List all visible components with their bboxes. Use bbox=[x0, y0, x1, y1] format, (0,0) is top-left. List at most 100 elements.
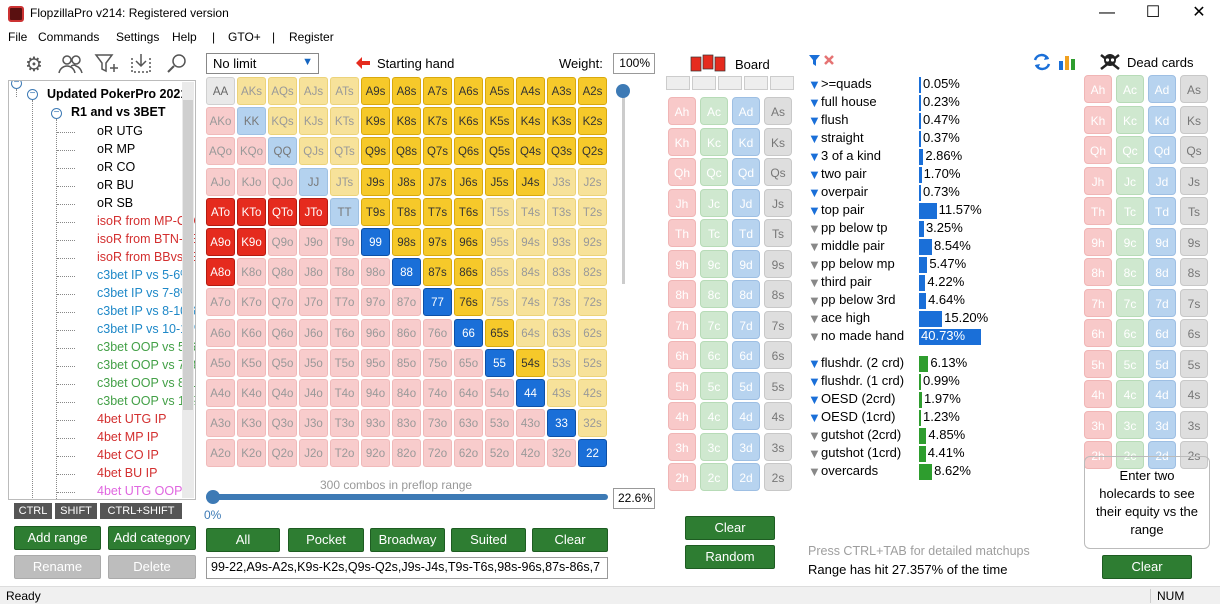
filter-icon[interactable]: ▼ bbox=[808, 113, 821, 128]
board-card[interactable]: Kd bbox=[732, 127, 760, 156]
hand-cell[interactable]: 93o bbox=[361, 409, 390, 438]
stat-row[interactable]: ▼ middle pair 8.54% bbox=[808, 238, 1008, 256]
hand-cell[interactable]: A9s bbox=[361, 77, 390, 105]
hand-cell[interactable]: A3s bbox=[547, 77, 576, 105]
tree-group-label[interactable]: R1 and vs 3BET bbox=[71, 105, 166, 119]
dead-card[interactable]: 5c bbox=[1116, 349, 1144, 378]
dead-clear-button[interactable]: Clear bbox=[1102, 555, 1192, 579]
hand-cell[interactable]: 65s bbox=[485, 318, 514, 347]
stat-row[interactable]: ▼ gutshot (2crd) 4.85% bbox=[808, 427, 1008, 445]
hand-cell[interactable]: QQ bbox=[268, 137, 297, 166]
hand-cell[interactable]: J3s bbox=[547, 167, 576, 196]
hand-cell[interactable]: 53o bbox=[485, 409, 514, 438]
hand-cell[interactable]: J2o bbox=[299, 439, 328, 468]
filter-icon[interactable]: ▼ bbox=[808, 428, 821, 443]
clear-range-button[interactable]: Clear bbox=[532, 528, 608, 552]
stat-row[interactable]: ▼ pp below 3rd 4.64% bbox=[808, 292, 1008, 310]
hand-cell[interactable]: Q9s bbox=[361, 137, 390, 166]
stat-row[interactable]: ▼ full house 0.23% bbox=[808, 94, 1008, 112]
filter-icon[interactable]: ▼ bbox=[808, 311, 821, 326]
dead-card[interactable]: As bbox=[1180, 75, 1208, 103]
bar-chart-icon[interactable] bbox=[1057, 53, 1077, 71]
board-card[interactable]: 2c bbox=[700, 463, 728, 491]
hand-cell[interactable]: J6o bbox=[299, 318, 328, 347]
hand-cell[interactable]: 76o bbox=[423, 318, 452, 347]
tree-item-range[interactable]: 4bet BU IP bbox=[97, 466, 158, 480]
hand-cell[interactable]: QJs bbox=[299, 137, 328, 166]
filter-icon[interactable]: ▼ bbox=[808, 410, 821, 425]
hand-cell[interactable]: A7s bbox=[423, 77, 452, 105]
hand-cell[interactable]: T4o bbox=[330, 379, 359, 407]
hand-cell[interactable]: T7o bbox=[330, 288, 359, 317]
dead-card[interactable]: 8s bbox=[1180, 258, 1208, 286]
hand-cell[interactable]: Q8o bbox=[268, 258, 297, 287]
hand-cell[interactable]: 75o bbox=[423, 348, 452, 377]
dead-card[interactable]: 2h bbox=[1084, 441, 1112, 469]
hand-cell[interactable]: 82s bbox=[578, 258, 607, 287]
hand-cell[interactable]: AQs bbox=[268, 77, 297, 105]
dead-card[interactable]: Kh bbox=[1084, 105, 1112, 134]
hand-cell[interactable]: T9s bbox=[361, 197, 390, 226]
dead-card[interactable]: 9s bbox=[1180, 227, 1208, 256]
hand-cell[interactable]: 42s bbox=[578, 379, 607, 407]
stat-row[interactable]: ▼ overpair 0.73% bbox=[808, 184, 1008, 202]
filter-icon[interactable]: ▼ bbox=[808, 95, 821, 110]
filter-icon[interactable]: ▼ bbox=[808, 131, 821, 146]
tree-item-range[interactable]: 4bet UTG OOP bbox=[97, 484, 183, 498]
hand-cell[interactable]: 63o bbox=[454, 409, 483, 438]
filter-icon[interactable]: ▼ bbox=[808, 356, 821, 371]
board-card[interactable]: Ks bbox=[764, 127, 792, 156]
hand-cell[interactable]: KQo bbox=[237, 137, 266, 166]
filter-icon[interactable]: ▼ bbox=[808, 203, 821, 218]
hand-cell[interactable]: KQs bbox=[268, 107, 297, 136]
board-card[interactable]: Ac bbox=[700, 97, 728, 125]
hand-cell[interactable]: A6s bbox=[454, 77, 483, 105]
dead-card[interactable]: 4h bbox=[1084, 380, 1112, 408]
dead-card[interactable]: 9c bbox=[1116, 227, 1144, 256]
hand-cell[interactable]: J9s bbox=[361, 167, 390, 196]
import-icon[interactable] bbox=[127, 52, 155, 78]
hand-cell[interactable]: 97o bbox=[361, 288, 390, 317]
tree-item-range[interactable]: c3bet IP vs 5-6% bbox=[97, 268, 192, 282]
board-clear-button[interactable]: Clear bbox=[685, 516, 775, 540]
filter-icon[interactable]: ▼ bbox=[808, 221, 821, 236]
stat-row[interactable]: ▼ ace high 15.20% bbox=[808, 310, 1008, 328]
game-type-dropdown[interactable]: No limit ▼ bbox=[206, 53, 319, 74]
search-icon[interactable] bbox=[164, 52, 192, 78]
hand-cell[interactable]: T8s bbox=[392, 197, 421, 226]
board-card[interactable]: 8d bbox=[732, 280, 760, 308]
hand-cell[interactable]: K8s bbox=[392, 107, 421, 136]
stat-row[interactable]: ▼ OESD (2crd) 1.97% bbox=[808, 391, 1008, 409]
hand-cell[interactable]: KJs bbox=[299, 107, 328, 136]
hand-cell[interactable]: 98o bbox=[361, 258, 390, 287]
board-slot[interactable] bbox=[692, 76, 716, 90]
hand-cell[interactable]: AJs bbox=[299, 77, 328, 105]
tree-item-range[interactable]: c3bet OOP vs 8-10% bbox=[97, 376, 195, 390]
hand-cell[interactable]: J7o bbox=[299, 288, 328, 317]
filter-icon[interactable]: ▼ bbox=[808, 77, 821, 92]
hand-cell[interactable]: 95o bbox=[361, 348, 390, 377]
hand-cell[interactable]: 84o bbox=[392, 379, 421, 407]
stat-row[interactable]: ▼ pp below mp 5.47% bbox=[808, 256, 1008, 274]
dead-card[interactable]: 6h bbox=[1084, 319, 1112, 347]
dead-card[interactable]: 4d bbox=[1148, 380, 1176, 408]
hand-cell[interactable]: J8o bbox=[299, 258, 328, 287]
hand-cell[interactable]: 62o bbox=[454, 439, 483, 468]
stat-row[interactable]: ▼ flushdr. (1 crd) 0.99% bbox=[808, 373, 1008, 391]
hand-cell[interactable]: J8s bbox=[392, 167, 421, 196]
range-text-input[interactable]: 99-22,A9s-A2s,K9s-K2s,Q9s-Q2s,J9s-J4s,T9… bbox=[206, 557, 608, 579]
hand-cell[interactable]: Q3o bbox=[268, 409, 297, 438]
tree-item-range[interactable]: c3bet OOP vs 12% bbox=[97, 394, 196, 408]
hand-cell[interactable]: K5o bbox=[237, 348, 266, 377]
filter-icon[interactable]: ▼ bbox=[808, 446, 821, 461]
menu-commands[interactable]: Commands bbox=[38, 30, 100, 44]
menu-help[interactable]: Help bbox=[172, 30, 197, 44]
dead-card[interactable]: 3h bbox=[1084, 410, 1112, 439]
hand-cell[interactable]: K8o bbox=[237, 258, 266, 287]
hand-cell[interactable]: A2s bbox=[578, 77, 607, 105]
hand-cell[interactable]: AQo bbox=[206, 137, 235, 166]
hand-cell[interactable]: K4o bbox=[237, 379, 266, 407]
hand-cell[interactable]: Q7o bbox=[268, 288, 297, 317]
close-button[interactable]: ✕ bbox=[1192, 4, 1206, 21]
hand-cell[interactable]: K2o bbox=[237, 439, 266, 468]
